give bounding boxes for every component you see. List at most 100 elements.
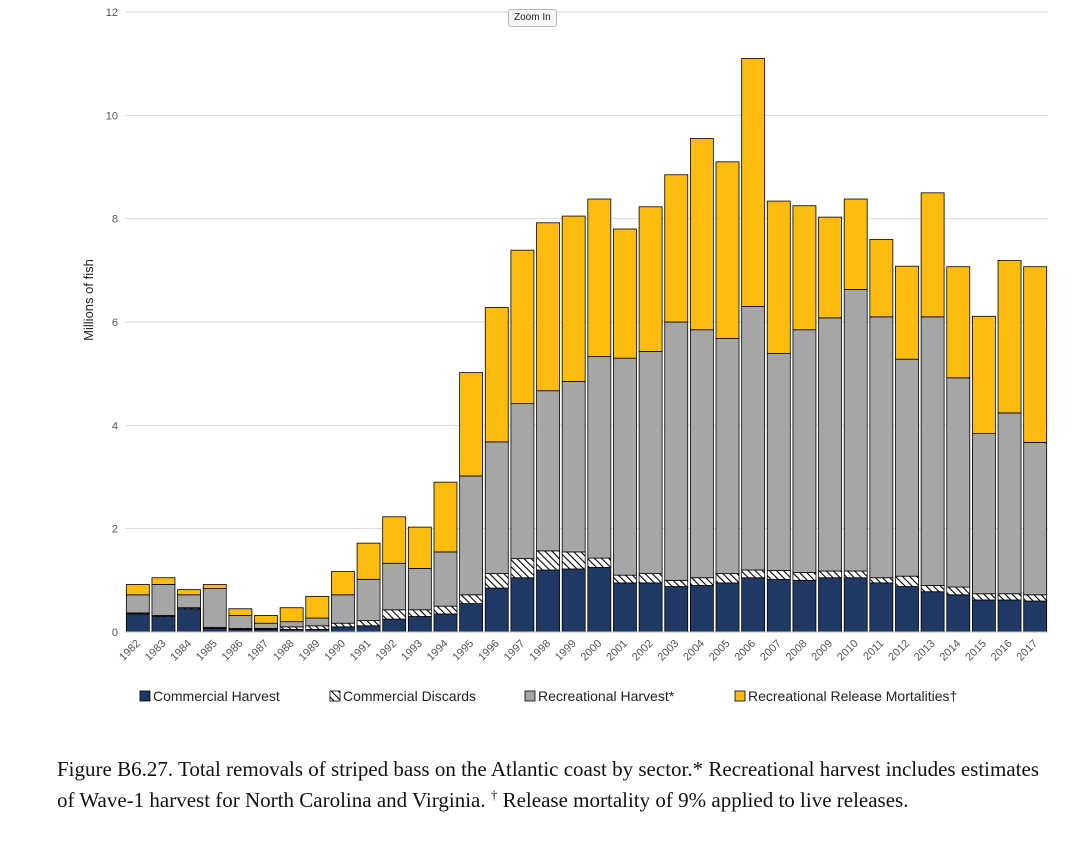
caption-lead: Figure B6.27. Total removals of striped … <box>57 757 1039 812</box>
x-tick-label: 1989 <box>297 638 323 664</box>
legend-swatch <box>139 690 151 702</box>
bar-segment <box>741 306 766 571</box>
zoom-in-button[interactable]: Zoom In <box>508 9 557 27</box>
bar-segment <box>920 192 945 318</box>
bar-segment <box>946 594 971 633</box>
x-tick-label: 2008 <box>784 638 810 664</box>
bar-segment <box>766 353 791 571</box>
legend-label: Commercial Discards <box>343 688 476 704</box>
bar-segment <box>407 616 432 633</box>
bar-segment <box>561 381 586 553</box>
x-tick-label: 1982 <box>117 638 143 664</box>
bar-segment <box>587 557 612 568</box>
bar-segment <box>689 577 714 586</box>
bar-segment <box>407 609 432 617</box>
legend-label: Recreational Release Mortalities† <box>748 688 957 704</box>
x-tick-label: 2013 <box>912 638 938 664</box>
x-tick-label: 2005 <box>707 638 733 664</box>
bar-segment <box>510 249 535 405</box>
x-tick-label: 1999 <box>553 638 579 664</box>
legend-swatch <box>734 690 746 702</box>
bar-segment <box>946 377 971 588</box>
bar-segment <box>869 582 894 633</box>
bar-segment <box>792 579 817 633</box>
bar-segment <box>254 622 278 629</box>
x-tick-label: 2015 <box>963 638 989 664</box>
x-tick-label: 1983 <box>143 638 169 664</box>
bar-segment <box>843 289 868 572</box>
bar-segment <box>536 390 560 552</box>
bars <box>125 58 1048 633</box>
bar-segment <box>356 542 381 580</box>
bar-segment <box>741 577 766 633</box>
bar-segment <box>459 372 484 477</box>
bar-segment <box>613 228 637 359</box>
bar-segment <box>202 588 227 628</box>
x-tick-label: 2009 <box>809 638 835 664</box>
y-tick-label: 2 <box>112 524 118 536</box>
bar-segment <box>459 603 484 633</box>
bar-segment <box>664 586 689 633</box>
bar-segment <box>689 138 714 331</box>
bar-segment <box>920 585 945 593</box>
bar-segment <box>997 260 1022 414</box>
bar-segment <box>356 625 381 633</box>
x-tick-label: 1996 <box>476 638 502 664</box>
y-tick-label: 0 <box>112 627 118 639</box>
bar-segment <box>382 516 407 564</box>
bar-segment <box>484 587 509 633</box>
bar-segment <box>664 321 689 581</box>
bar-segment <box>869 577 894 584</box>
bar-segment <box>254 615 278 624</box>
bar-segment <box>536 550 560 571</box>
y-tick-label: 4 <box>112 420 118 432</box>
bar-segment <box>895 586 919 633</box>
bar-segment <box>895 575 919 587</box>
bar-segment <box>972 315 996 435</box>
x-axis: 1982 1983 1984 1985 1986 1987 1988 1989 1990 1991… <box>117 631 1048 664</box>
caption-dagger: † <box>490 787 498 802</box>
x-tick-label: 1984 <box>168 638 194 664</box>
x-tick-label: 2010 <box>835 638 861 664</box>
bar-segment <box>972 593 996 601</box>
bar-segment <box>459 594 484 604</box>
bar-segment <box>920 316 945 586</box>
bar-segment <box>305 617 330 627</box>
bar-segment <box>587 567 612 633</box>
x-tick-label: 2014 <box>938 638 964 664</box>
bar-segment <box>279 607 304 623</box>
bar-segment <box>997 599 1022 633</box>
bar-segment <box>331 622 355 628</box>
legend: Commercial Harvest Commercial Discards Rec… <box>139 688 957 704</box>
x-tick-label: 1987 <box>245 638 271 664</box>
bar-segment <box>1023 266 1048 443</box>
bar-segment <box>946 586 971 596</box>
legend-swatch <box>329 690 341 702</box>
bar-segment <box>715 161 740 339</box>
bar-segment <box>433 481 458 553</box>
x-tick-label: 1995 <box>450 638 476 664</box>
bar-segment <box>869 238 894 318</box>
x-tick-label: 2016 <box>989 638 1015 664</box>
bar-segment <box>715 573 740 584</box>
x-tick-label: 1992 <box>374 638 400 664</box>
bar-segment <box>356 578 381 622</box>
bar-segment <box>305 595 330 619</box>
bar-segment <box>125 584 150 596</box>
bar-segment <box>920 591 945 633</box>
x-tick-label: 2004 <box>681 638 707 664</box>
bar-segment <box>869 316 894 579</box>
bar-segment <box>279 621 304 628</box>
bar-segment <box>613 574 637 584</box>
bar-segment <box>638 573 663 584</box>
bar-segment <box>638 206 663 352</box>
bar-segment <box>1023 600 1048 633</box>
bar-segment <box>741 569 766 579</box>
bar-segment <box>895 265 919 360</box>
bar-segment <box>561 551 586 570</box>
x-tick-label: 1985 <box>194 638 220 664</box>
chart-area: 0 2 4 6 8 10 12 1982 1983 1984 1985 1986 1987 1988 19… <box>81 7 1048 704</box>
x-tick-label: 1993 <box>399 638 425 664</box>
bar-segment <box>818 317 842 572</box>
